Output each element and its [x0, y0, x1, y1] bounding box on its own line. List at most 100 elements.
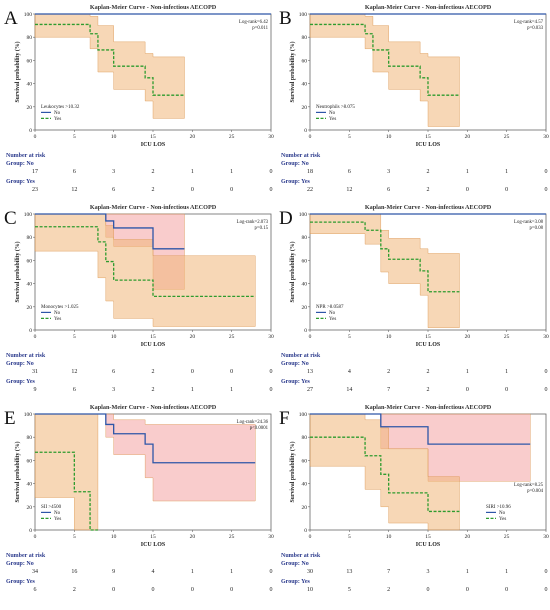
legend-title: Neutrophils >8.075 [316, 105, 355, 110]
risk-value: 2 [152, 187, 155, 193]
risk-value: 6 [73, 169, 76, 175]
x-tick-label: 15 [150, 334, 156, 340]
x-axis-label: ICU LOS [141, 542, 166, 548]
risk-value: 0 [230, 187, 233, 193]
risk-value: 16 [71, 569, 77, 575]
risk-group-label: Group: Yes [281, 379, 311, 385]
y-tick-label: 100 [299, 212, 308, 218]
risk-value: 2 [152, 369, 155, 375]
stat-text: p=0.033 [527, 26, 543, 31]
x-axis-label: ICU LOS [416, 142, 441, 148]
y-tick-label: 80 [302, 235, 308, 241]
ci-band-no [35, 413, 256, 502]
legend-title: Leukocytes >10.32 [41, 105, 80, 110]
x-tick-label: 0 [34, 534, 37, 540]
risk-title: Number at risk [281, 353, 321, 359]
risk-value: 2 [152, 387, 155, 393]
risk-value: 9 [112, 569, 115, 575]
stat-text: Log-rank=6.42 [239, 20, 269, 25]
x-tick-label: 10 [386, 334, 392, 340]
y-tick-label: 0 [304, 328, 307, 334]
risk-title: Number at risk [281, 553, 321, 559]
y-tick-label: 60 [27, 58, 33, 64]
x-tick-label: 15 [150, 534, 156, 540]
y-tick-label: 60 [27, 258, 33, 264]
risk-value: 34 [32, 569, 38, 575]
legend-item-yes: Yes [499, 517, 506, 522]
risk-value: 1 [505, 169, 508, 175]
risk-value: 0 [112, 587, 115, 593]
panel-title: Kaplan-Meier Curve - Non-infectious AECO… [90, 204, 217, 211]
y-axis-label: Survival probability (%) [14, 441, 21, 502]
x-tick-label: 5 [73, 534, 76, 540]
y-tick-label: 80 [27, 35, 33, 41]
panel-title: Kaplan-Meier Curve - Non-infectious AECO… [90, 4, 217, 11]
ci-band-yes [309, 13, 460, 127]
x-tick-label: 25 [229, 134, 235, 140]
risk-value: 10 [307, 587, 313, 593]
risk-value: 2 [427, 169, 430, 175]
risk-value: 31 [32, 369, 38, 375]
y-tick-label: 80 [27, 235, 33, 241]
x-tick-label: 5 [348, 134, 351, 140]
y-tick-label: 40 [27, 282, 33, 288]
risk-value: 4 [152, 569, 155, 575]
panel-f: F Kaplan-Meier Curve - Non-infectious AEC… [279, 404, 549, 593]
km-line-yes [310, 221, 460, 293]
panel-title: Kaplan-Meier Curve - Non-infectious AECO… [365, 4, 492, 11]
risk-value: 18 [307, 169, 313, 175]
panel-d: D Kaplan-Meier Curve - Non-infectious AEC… [279, 204, 549, 393]
panel-b: B Kaplan-Meier Curve - Non-infectious AEC… [279, 4, 549, 193]
y-tick-label: 0 [29, 328, 32, 334]
y-axis-label: Survival probability (%) [289, 441, 296, 502]
risk-group-label: Group: No [6, 561, 34, 567]
x-tick-label: 30 [543, 134, 549, 140]
risk-group-label: Group: Yes [281, 579, 311, 585]
stat-text: p=0.004 [527, 489, 543, 494]
risk-value: 2 [427, 387, 430, 393]
y-tick-label: 20 [27, 505, 33, 511]
risk-group-label: Group: Yes [6, 579, 36, 585]
panel-title: Kaplan-Meier Curve - Non-infectious AECO… [90, 404, 217, 411]
risk-value: 0 [505, 187, 508, 193]
risk-group-label: Group: No [6, 161, 34, 167]
legend-title: Monocytes >1.025 [41, 305, 79, 310]
y-axis-label: Survival probability (%) [289, 241, 296, 302]
y-tick-label: 0 [304, 528, 307, 534]
y-tick-label: 20 [27, 305, 33, 311]
y-tick-label: 0 [29, 128, 32, 134]
stat-text: p<0.0001 [250, 426, 269, 431]
risk-value: 0 [270, 569, 273, 575]
legend-item-yes: Yes [54, 517, 61, 522]
risk-value: 6 [387, 187, 390, 193]
y-tick-label: 80 [302, 35, 308, 41]
stat-text: Log-rank=3.08 [514, 220, 544, 225]
y-tick-label: 60 [302, 458, 308, 464]
risk-value: 9 [34, 387, 37, 393]
km-line-yes [310, 436, 460, 513]
risk-title: Number at risk [6, 553, 46, 559]
risk-value: 30 [307, 569, 313, 575]
risk-value: 0 [466, 587, 469, 593]
x-tick-label: 20 [465, 334, 471, 340]
risk-value: 0 [545, 369, 548, 375]
risk-group-label: Group: Yes [281, 179, 311, 185]
risk-value: 2 [152, 169, 155, 175]
risk-value: 0 [505, 587, 508, 593]
risk-value: 0 [545, 187, 548, 193]
legend-item-no: No [54, 511, 61, 516]
x-tick-label: 15 [425, 534, 431, 540]
risk-value: 1 [466, 169, 469, 175]
x-tick-label: 25 [504, 534, 510, 540]
risk-value: 2 [387, 587, 390, 593]
panel-title: Kaplan-Meier Curve - Non-infectious AECO… [365, 404, 492, 411]
x-tick-label: 30 [268, 134, 274, 140]
risk-value: 0 [466, 187, 469, 193]
panel-letter: A [4, 8, 18, 29]
risk-value: 14 [346, 387, 352, 393]
x-tick-label: 30 [268, 534, 274, 540]
risk-value: 6 [112, 369, 115, 375]
risk-value: 0 [545, 387, 548, 393]
x-tick-label: 15 [425, 134, 431, 140]
